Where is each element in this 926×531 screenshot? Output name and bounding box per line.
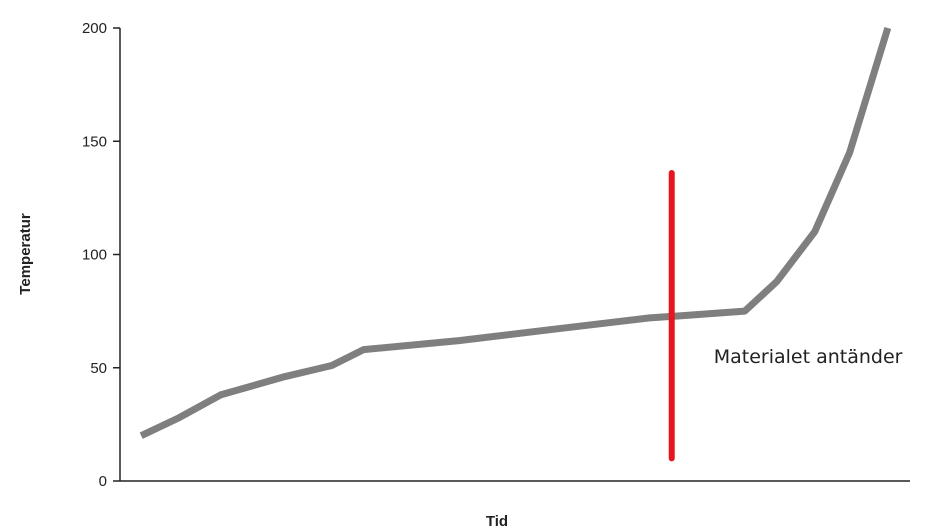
y-axis-label: Temperatur [17, 213, 34, 295]
series-group [139, 26, 892, 439]
series-line [139, 26, 892, 439]
y-ticks: 0 50 100 150 200 [82, 20, 120, 490]
ignition-annotation-label: Materialet antänder [714, 346, 903, 368]
x-axis-label: Tid [486, 513, 508, 530]
y-tick-label: 200 [82, 20, 107, 37]
y-tick-label: 50 [90, 360, 107, 377]
annotations-group: Materialet antänder [668, 169, 903, 462]
axes [119, 28, 910, 482]
y-tick-label: 150 [82, 133, 107, 150]
y-tick-label: 100 [82, 247, 107, 264]
y-tick-label: 0 [99, 473, 107, 490]
